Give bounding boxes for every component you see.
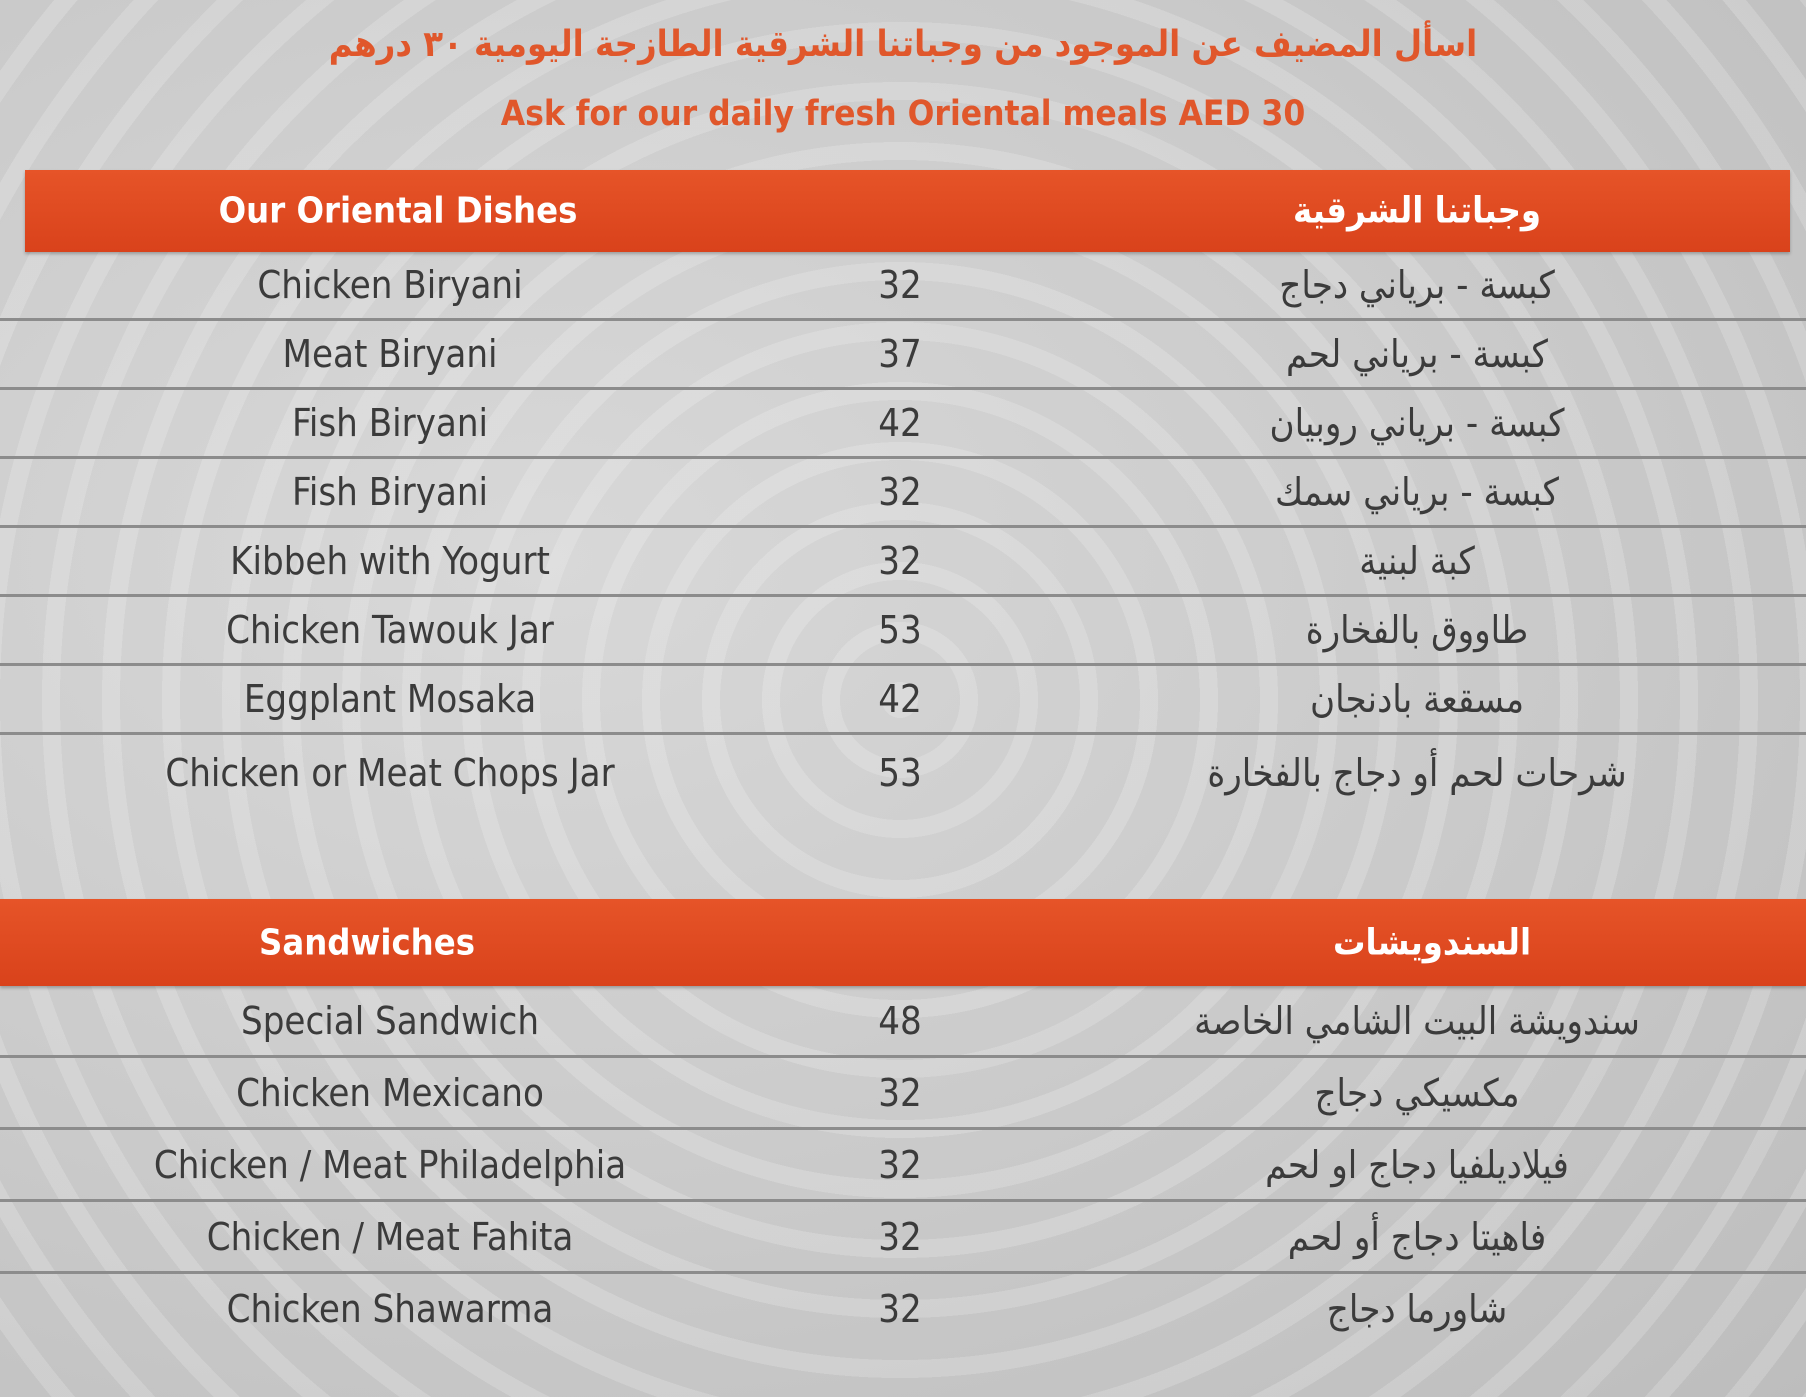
item-name-ar: كبسة - برياني دجاج — [1279, 263, 1555, 307]
section-header-oriental: Our Oriental Dishes وجباتنا الشرقية — [25, 170, 1790, 252]
menu-item-row: Fish Biryani 42 كبسة - برياني روبيان — [0, 390, 1806, 459]
item-name-en: Fish Biryani — [291, 470, 489, 514]
item-name-en: Fish Biryani — [291, 401, 489, 445]
item-price: 53 — [878, 750, 922, 795]
item-price: 32 — [878, 1142, 922, 1187]
section-header-sandwiches: Sandwiches السندويشات — [0, 899, 1806, 986]
intro-english: Ask for our daily fresh Oriental meals A… — [500, 94, 1306, 134]
intro-arabic: اسأل المضيف عن الموجود من وجباتنا الشرقي… — [328, 24, 1478, 65]
item-name-ar: فيلاديلفيا دجاج او لحم — [1265, 1142, 1569, 1187]
item-price: 32 — [878, 263, 922, 307]
item-price: 42 — [878, 401, 922, 445]
item-price: 32 — [878, 470, 922, 514]
item-name-ar: كبة لبنية — [1359, 539, 1475, 583]
item-name-en: Chicken Tawouk Jar — [226, 608, 554, 652]
menu-item-row: Chicken Tawouk Jar 53 طاووق بالفخارة — [0, 597, 1806, 666]
item-name-en: Eggplant Mosaka — [243, 677, 537, 721]
item-price: 37 — [878, 332, 922, 376]
item-price: 32 — [878, 539, 922, 583]
item-name-ar: كبسة - برياني لحم — [1286, 332, 1548, 376]
menu-item-row: Chicken Shawarma 32 شاورما دجاج — [0, 1274, 1806, 1343]
item-name-ar: سندويشة البيت الشامي الخاصة — [1194, 998, 1640, 1043]
item-name-en: Meat Biryani — [282, 332, 498, 376]
item-name-ar: مكسيكي دجاج — [1314, 1070, 1520, 1115]
section-title-en: Sandwiches — [259, 922, 475, 963]
menu-item-row: Meat Biryani 37 كبسة - برياني لحم — [0, 321, 1806, 390]
item-name-ar: فاهيتا دجاج أو لحم — [1287, 1214, 1547, 1259]
item-price: 48 — [878, 998, 922, 1043]
menu-item-row: Chicken or Meat Chops Jar 53 شرحات لحم أو … — [0, 735, 1806, 810]
item-price: 32 — [878, 1286, 922, 1331]
item-name-ar: كبسة - برياني سمك — [1275, 470, 1559, 514]
menu-item-row: Eggplant Mosaka 42 مسقعة بادنجان — [0, 666, 1806, 735]
section-title-ar: السندويشات — [1332, 922, 1532, 963]
item-name-ar: شاورما دجاج — [1326, 1286, 1508, 1331]
menu-item-row: Chicken / Meat Philadelphia 32 فيلاديلفيا … — [0, 1130, 1806, 1202]
item-name-en: Special Sandwich — [240, 998, 540, 1043]
item-name-en: Chicken / Meat Fahita — [206, 1214, 574, 1259]
item-name-en: Chicken or Meat Chops Jar — [165, 750, 615, 795]
item-price: 32 — [878, 1070, 922, 1115]
item-price: 53 — [878, 608, 922, 652]
item-name-ar: شرحات لحم أو دجاج بالفخارة — [1207, 750, 1627, 795]
menu-item-row: Chicken Mexicano 32 مكسيكي دجاج — [0, 1058, 1806, 1130]
item-name-en: Kibbeh with Yogurt — [230, 539, 550, 583]
menu-item-row: Fish Biryani 32 كبسة - برياني سمك — [0, 459, 1806, 528]
menu-item-row: Chicken / Meat Fahita 32 فاهيتا دجاج أو لح… — [0, 1202, 1806, 1274]
section-title-ar: وجباتنا الشرقية — [1292, 190, 1542, 232]
item-name-ar: كبسة - برياني روبيان — [1269, 401, 1565, 445]
item-price: 32 — [878, 1214, 922, 1259]
menu-item-row: Kibbeh with Yogurt 32 كبة لبنية — [0, 528, 1806, 597]
item-name-ar: طاووق بالفخارة — [1305, 608, 1529, 652]
menu-item-row: Chicken Biryani 32 كبسة - برياني دجاج — [0, 252, 1806, 321]
item-name-en: Chicken Shawarma — [226, 1286, 554, 1331]
menu-item-row: Special Sandwich 48 سندويشة البيت الشامي ا… — [0, 986, 1806, 1058]
item-name-en: Chicken Mexicano — [236, 1070, 544, 1115]
item-name-en: Chicken / Meat Philadelphia — [153, 1142, 627, 1187]
section-title-en: Our Oriental Dishes — [218, 190, 578, 232]
item-price: 42 — [878, 677, 922, 721]
item-name-en: Chicken Biryani — [257, 263, 523, 307]
item-name-ar: مسقعة بادنجان — [1309, 677, 1525, 721]
